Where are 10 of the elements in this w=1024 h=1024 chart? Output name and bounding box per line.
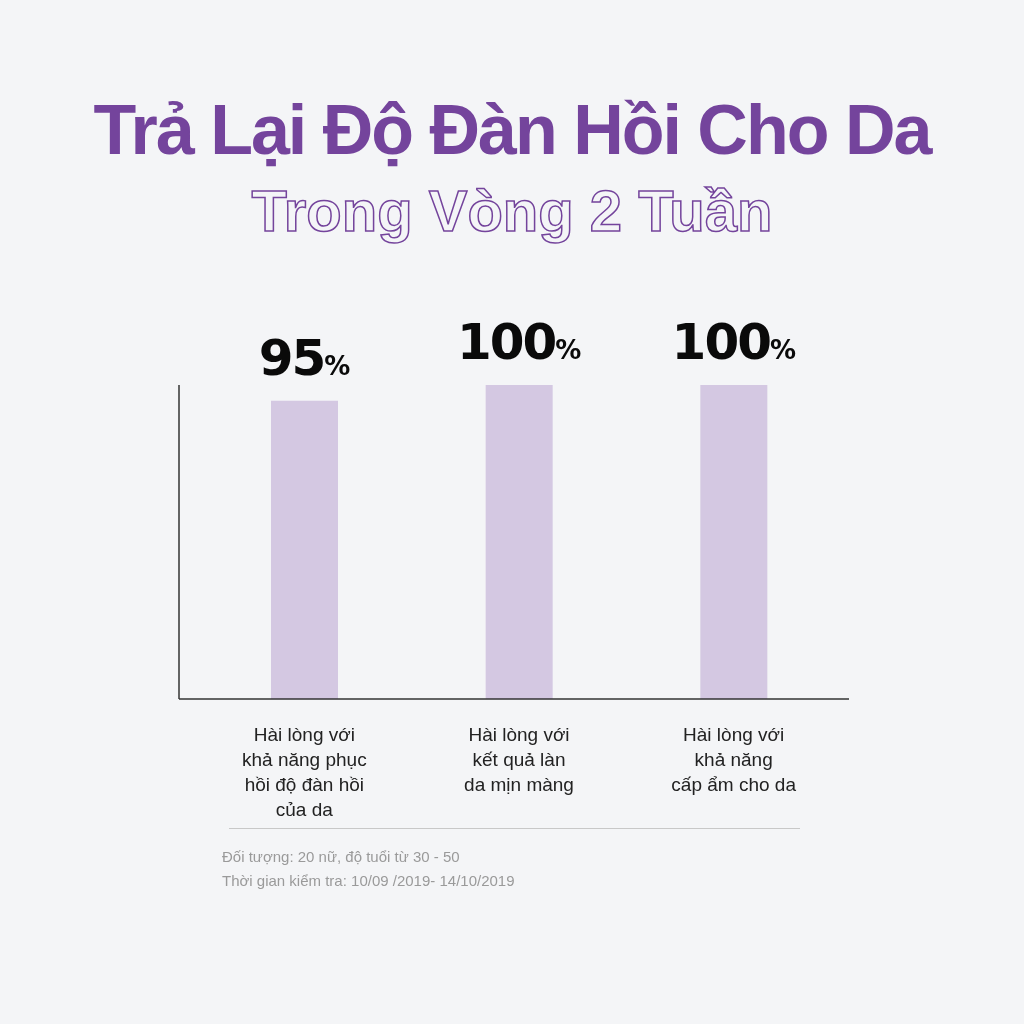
data-label: 100% <box>671 313 797 371</box>
chart-title: Trả Lại Độ Đàn Hồi Cho Da <box>92 90 933 171</box>
data-label: 95% <box>258 328 351 387</box>
x-tick-label: Hài lòng với khả năng phục hồi độ đàn hồi của da <box>242 724 367 820</box>
chart-subtitle: Trong Vòng 2 Tuần <box>250 177 774 246</box>
text: Thời gian kiểm tra: 10/09 /2019- 14/10/2019 <box>222 870 515 891</box>
x-tick-label: Hài lòng với kết quả làn da mịn màng <box>464 724 574 795</box>
data-label: 100% <box>456 313 582 371</box>
text: Đối tượng: 20 nữ, độ tuổi từ 30 - 50 <box>222 847 461 867</box>
x-tick-label: Hài lòng với khả năng cấp ẩm cho da <box>671 724 797 795</box>
